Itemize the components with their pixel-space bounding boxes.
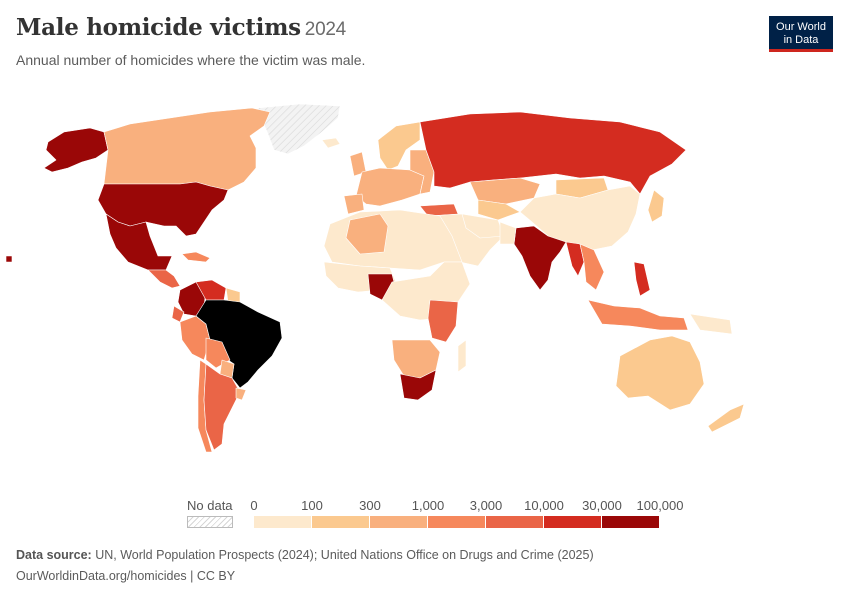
legend-tick-6: 30,000 [582, 498, 622, 513]
legend-color-bins [254, 516, 660, 528]
region-mexico[interactable] [105, 213, 173, 271]
legend-nodata-label: No data [187, 498, 233, 513]
source-url[interactable]: OurWorldinData.org/homicides | CC BY [16, 569, 236, 583]
region-east-africa[interactable] [427, 299, 459, 343]
legend-tick-7: 100,000 [636, 498, 684, 513]
legend-bin-4[interactable] [486, 516, 544, 528]
legend-nodata-swatch[interactable] [187, 516, 233, 528]
region-venezuela[interactable] [195, 279, 227, 301]
region-madagascar[interactable] [457, 339, 467, 373]
region-india[interactable] [513, 225, 567, 291]
region-algeria[interactable] [345, 213, 389, 255]
data-source: Data source: UN, World Population Prospe… [16, 548, 594, 562]
region-japan[interactable] [647, 189, 665, 223]
owid-logo[interactable]: Our World in Data [769, 16, 833, 52]
legend-bin-2[interactable] [370, 516, 428, 528]
legend-tick-1: 100 [301, 498, 323, 513]
region-myanmar[interactable] [565, 241, 585, 277]
legend-bin-3[interactable] [428, 516, 486, 528]
region-europe[interactable] [355, 167, 425, 207]
legend-bin-1[interactable] [312, 516, 370, 528]
legend-bin-5[interactable] [544, 516, 602, 528]
region-south-africa[interactable] [399, 369, 437, 401]
region-china[interactable] [519, 185, 641, 251]
region-brazil[interactable] [195, 299, 283, 389]
region-argentina[interactable] [203, 363, 241, 451]
legend-tick-5: 10,000 [524, 498, 564, 513]
legend-tick-4: 3,000 [469, 498, 503, 513]
region-papua[interactable] [689, 313, 733, 335]
region-iceland[interactable] [321, 137, 341, 149]
title-year: 2024 [304, 19, 346, 40]
legend-tick-0: 0 [250, 498, 258, 513]
region-caribbean[interactable] [181, 251, 211, 263]
region-new-zealand[interactable] [707, 403, 745, 433]
region-indonesia[interactable] [587, 299, 689, 331]
logo-line-1: Our World [776, 21, 826, 33]
region-guianas[interactable] [225, 287, 241, 303]
region-central-asia[interactable] [477, 199, 521, 221]
region-russia[interactable] [419, 111, 687, 195]
legend-bin-6[interactable] [602, 516, 660, 528]
region-alaska[interactable] [43, 127, 109, 173]
region-philippines[interactable] [633, 261, 651, 297]
region-hawaii[interactable] [5, 255, 13, 263]
region-iran[interactable] [461, 213, 505, 239]
region-australia[interactable] [615, 335, 705, 411]
chart-title: Male homicide victims 2024 [16, 14, 346, 41]
region-greenland[interactable] [257, 103, 341, 155]
legend-tick-2: 300 [359, 498, 381, 513]
chart-subtitle: Annual number of homicides where the vic… [16, 52, 366, 68]
legend-tick-3: 1,000 [411, 498, 445, 513]
world-map [5, 103, 745, 453]
region-pakistan[interactable] [499, 221, 517, 245]
logo-line-2: in Data [783, 34, 819, 46]
title-text: Male homicide victims [16, 14, 301, 41]
region-iberia[interactable] [343, 193, 365, 215]
legend-bin-0[interactable] [254, 516, 312, 528]
region-central-america[interactable] [147, 269, 181, 289]
region-scandinavia[interactable] [377, 121, 421, 171]
region-north-africa[interactable] [323, 209, 463, 271]
region-uruguay[interactable] [235, 387, 247, 401]
source-text[interactable]: UN, World Population Prospects (2024); U… [95, 548, 594, 562]
source-label: Data source: [16, 548, 92, 562]
region-southeast-asia[interactable] [579, 243, 605, 291]
region-canada[interactable] [103, 107, 271, 191]
